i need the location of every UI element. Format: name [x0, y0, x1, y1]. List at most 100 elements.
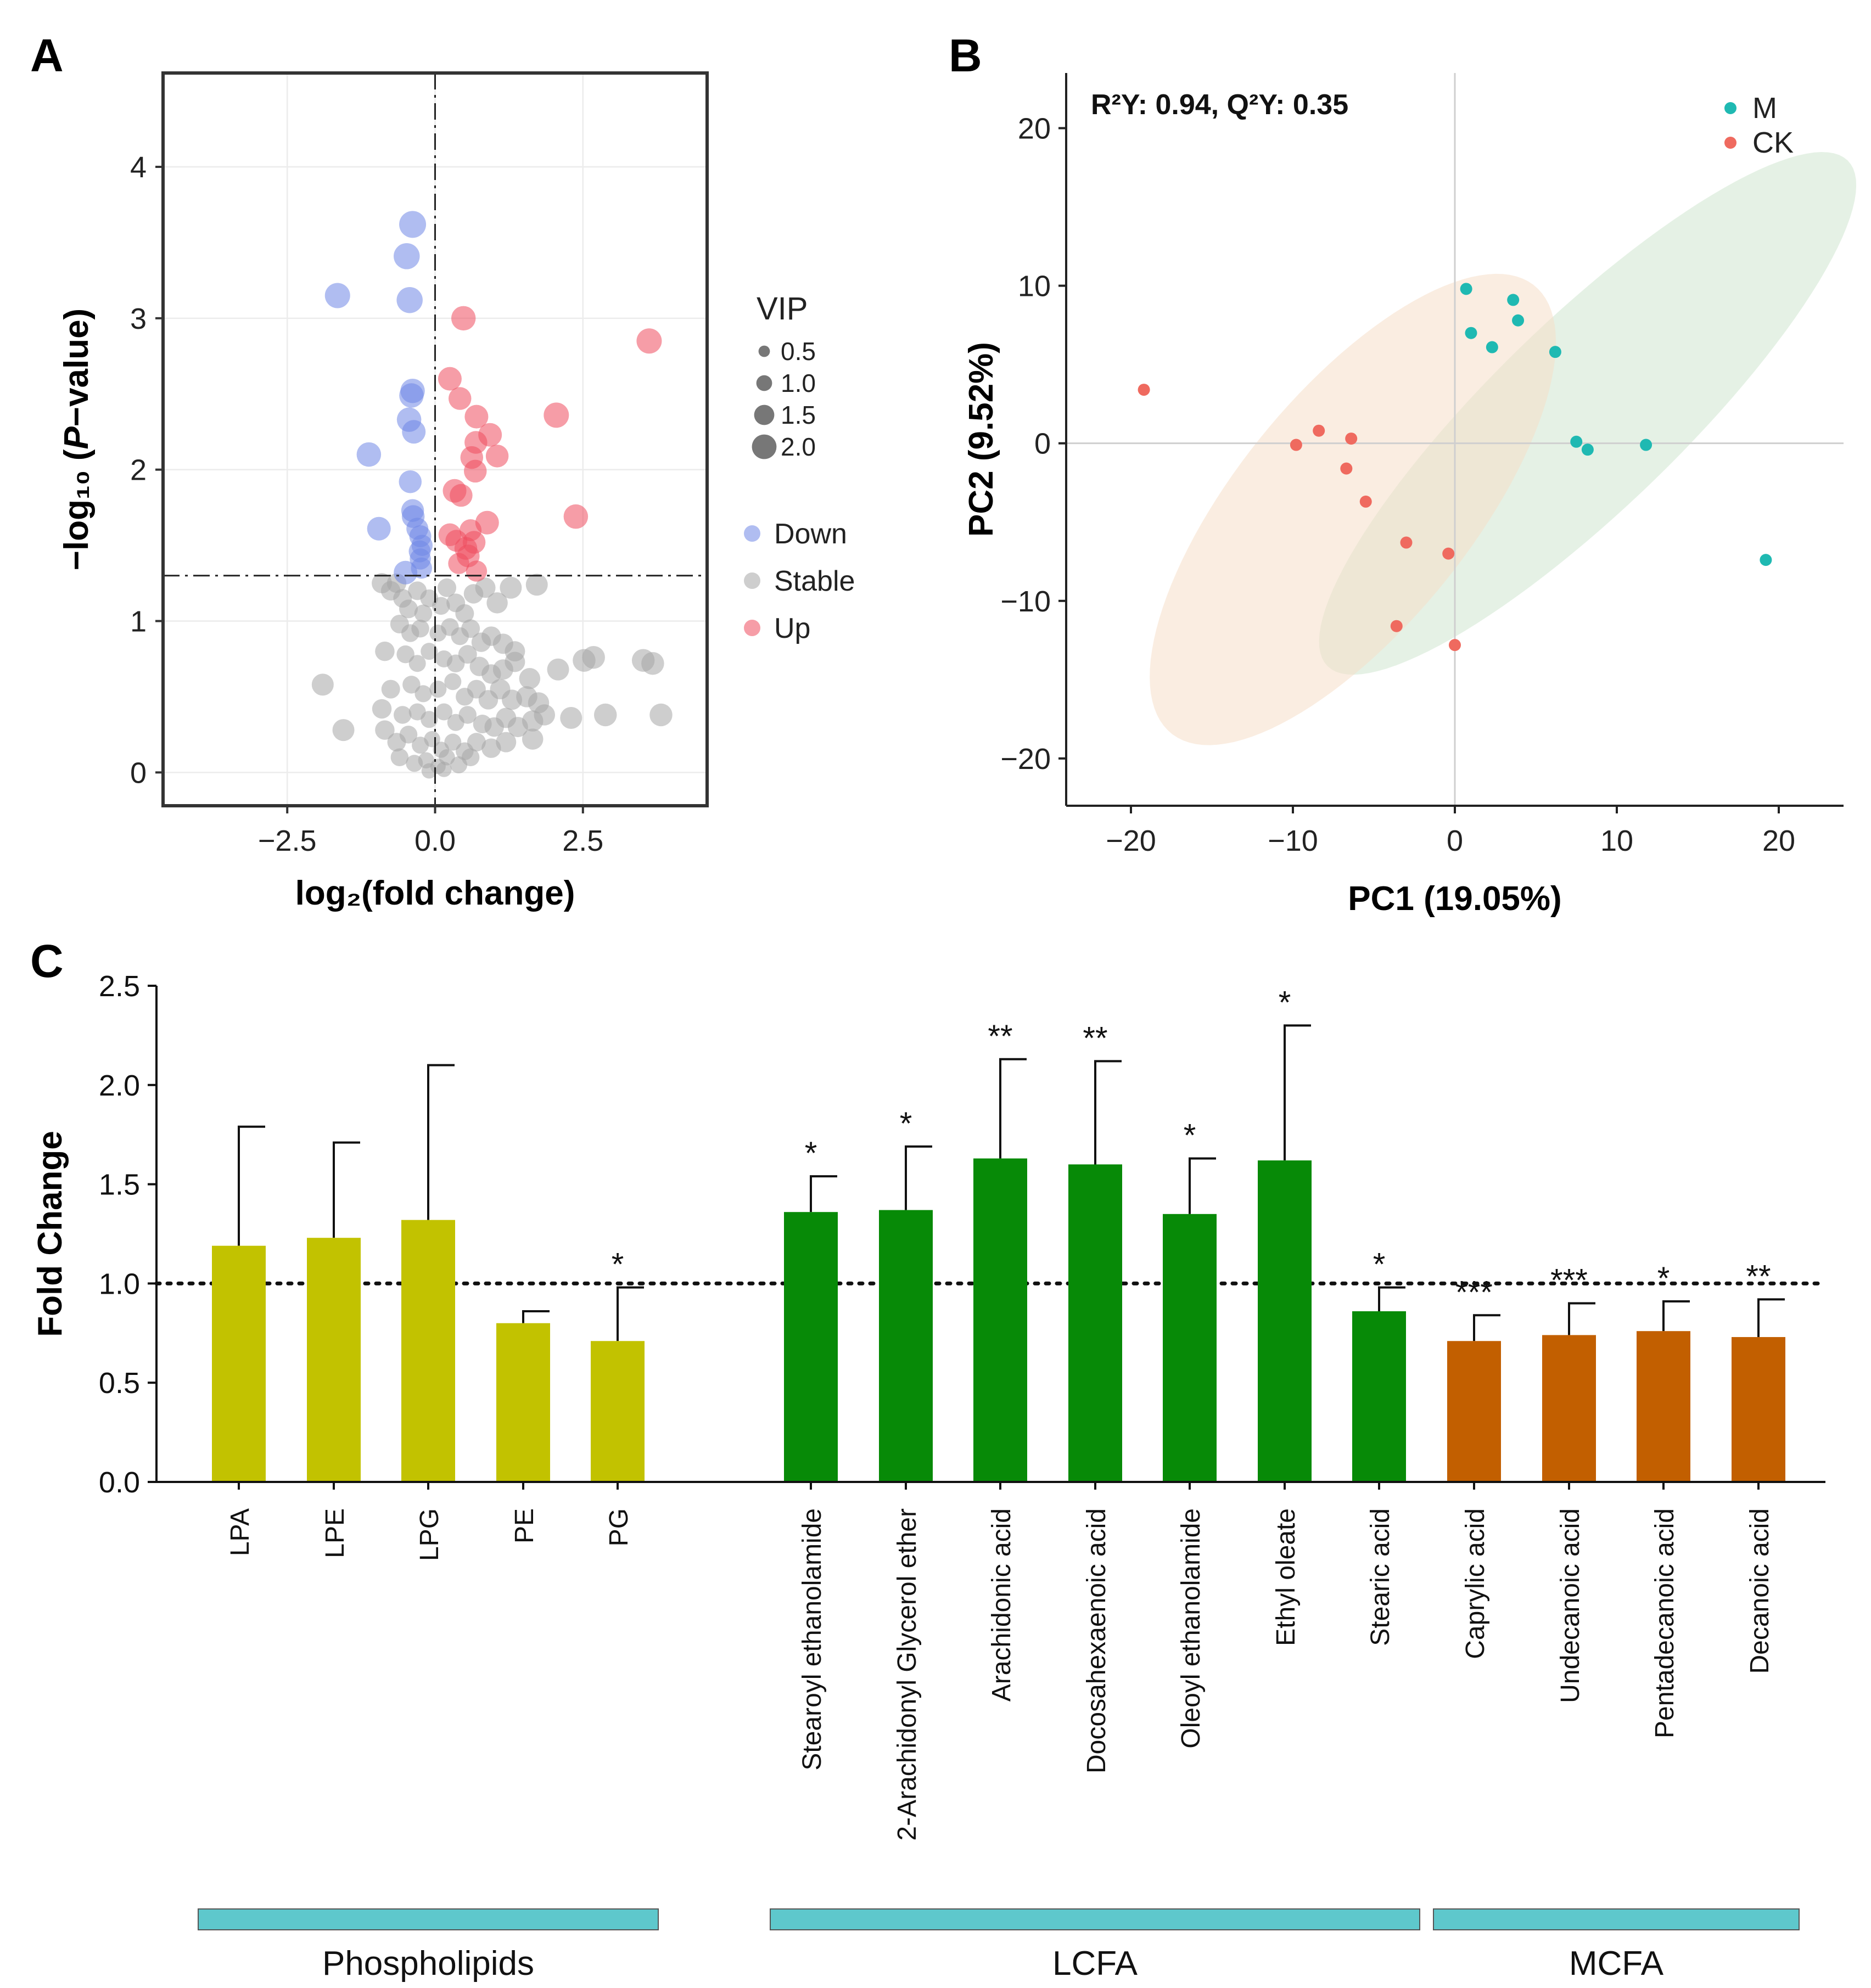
volcano-point-stable — [396, 645, 414, 664]
pca-point-ck — [1313, 424, 1325, 437]
volcano-point-stable — [439, 749, 455, 766]
volcano-point-stable — [411, 620, 429, 638]
y-tick-label-c: 0.0 — [99, 1466, 140, 1499]
y-axis-title-a: −log₁₀ (P−value) — [58, 308, 96, 570]
bar-undecanoic-acid — [1542, 1335, 1596, 1482]
pca-point-m — [1549, 346, 1561, 358]
x-tick-label-c: PG — [604, 1508, 634, 1546]
volcano-point-down — [411, 557, 432, 579]
volcano-point-up — [563, 504, 589, 529]
volcano-point-stable — [311, 673, 334, 696]
significance-label: * — [900, 1106, 912, 1142]
model-fit-annotation: R²Y: 0.94, Q²Y: 0.35 — [1091, 89, 1348, 121]
volcano-point-down — [394, 243, 420, 269]
significance-label: * — [805, 1136, 817, 1171]
x-tick-label-c: 2-Arachidonyl Glycerol ether — [893, 1508, 922, 1841]
volcano-point-stable — [467, 733, 486, 752]
y-tick-label-a: 2 — [130, 454, 147, 487]
panel-labels: A B C — [30, 30, 982, 987]
significance-label: ** — [1083, 1020, 1107, 1056]
y-tick-label-a: 4 — [130, 151, 147, 184]
x-tick-label-b: −10 — [1268, 824, 1318, 857]
x-tick-label-b: 0 — [1447, 824, 1463, 857]
bar-decanoic-acid — [1732, 1337, 1785, 1482]
legend-label-group_ck: CK — [1752, 126, 1794, 159]
bar-caprylic-acid — [1447, 1341, 1501, 1482]
volcano-point-stable — [414, 685, 432, 703]
panel-c: LPA LPE LPG PE * PG * Stearoyl ethanolamide * 2-A… — [31, 970, 1828, 1983]
x-tick-label-c: Pentadecanoic acid — [1650, 1508, 1679, 1738]
x-tick-label-c: Stearic acid — [1366, 1508, 1395, 1646]
significance-label: * — [1657, 1261, 1670, 1296]
volcano-point-stable — [461, 619, 480, 638]
y-axis-title-c: Fold Change — [31, 1131, 69, 1336]
pca-point-m — [1465, 327, 1477, 339]
volcano-point-stable — [496, 732, 517, 752]
panel-label-b: B — [949, 30, 982, 81]
volcano-point-down — [396, 287, 423, 313]
pca-point-ck — [1400, 536, 1413, 549]
volcano-point-stable — [519, 668, 541, 689]
x-tick-label-c: Caprylic acid — [1461, 1508, 1490, 1659]
volcano-point-stable — [444, 673, 462, 690]
y-tick-label-b: −20 — [1000, 743, 1051, 776]
volcano-point-stable — [394, 706, 412, 724]
bar-ethyl-oleate — [1258, 1160, 1312, 1482]
volcano-point-stable — [455, 604, 474, 623]
pca-point-m — [1760, 554, 1772, 566]
legend-marker-up — [744, 620, 760, 636]
legend-size-label: 1.5 — [781, 401, 816, 429]
volcano-point-stable — [375, 641, 395, 661]
volcano-point-stable — [408, 655, 426, 672]
volcano-point-down — [324, 283, 350, 308]
pca-point-ck — [1345, 433, 1358, 445]
pca-point-ck — [1138, 384, 1150, 396]
x-tick-label-c: LPG — [415, 1508, 444, 1561]
volcano-point-stable — [436, 761, 452, 777]
volcano-point-stable — [332, 719, 355, 742]
legend-marker-down — [744, 525, 760, 542]
x-tick-label-c: LPA — [226, 1508, 255, 1556]
y-tick-label-c: 2.0 — [99, 1069, 140, 1102]
significance-label: ** — [1746, 1259, 1771, 1294]
volcano-point-stable — [641, 652, 664, 675]
pca-point-ck — [1340, 462, 1353, 475]
pca-point-m — [1570, 435, 1583, 448]
significance-label: * — [1279, 985, 1291, 1020]
legend-label-stable: Stable — [774, 565, 855, 597]
volcano-point-up — [450, 484, 473, 507]
legend-size-label: 0.5 — [781, 337, 816, 366]
volcano-point-stable — [593, 703, 617, 727]
legend-title-vip: VIP — [757, 291, 808, 327]
x-tick-label-b: 10 — [1600, 824, 1633, 857]
volcano-point-stable — [402, 676, 421, 694]
bar-arachidonic-acid — [973, 1158, 1027, 1482]
bar-lpa — [212, 1245, 266, 1482]
volcano-point-up — [438, 367, 462, 391]
volcano-point-stable — [534, 704, 556, 726]
legend-label-group_m: M — [1752, 92, 1777, 125]
volcano-point-stable — [458, 706, 477, 724]
volcano-point-stable — [375, 720, 395, 740]
x-tick-label-a: −2.5 — [258, 824, 317, 857]
legend-size-label: 1.0 — [781, 369, 816, 397]
bar-pe — [496, 1323, 550, 1482]
volcano-point-up — [485, 445, 509, 468]
category-label-phospholipids: Phospholipids — [322, 1945, 534, 1983]
legend-marker-group_ck — [1724, 137, 1736, 149]
volcano-point-down — [399, 470, 422, 493]
volcano-point-up — [466, 560, 488, 582]
y-tick-label-a: 1 — [130, 605, 147, 638]
bar-pg — [591, 1341, 645, 1482]
bar-pentadecanoic-acid — [1637, 1331, 1690, 1482]
volcano-point-stable — [458, 645, 477, 664]
pca-point-m — [1460, 283, 1472, 295]
x-tick-label-c: LPE — [321, 1508, 350, 1558]
volcano-point-down — [367, 516, 391, 541]
legend-size-marker — [756, 375, 772, 391]
volcano-point-stable — [421, 763, 437, 779]
x-tick-label-b: 20 — [1762, 824, 1795, 857]
x-tick-label-c: Decanoic acid — [1745, 1508, 1774, 1674]
y-axis-title-a-prefix: −log₁₀ ( — [58, 449, 96, 570]
